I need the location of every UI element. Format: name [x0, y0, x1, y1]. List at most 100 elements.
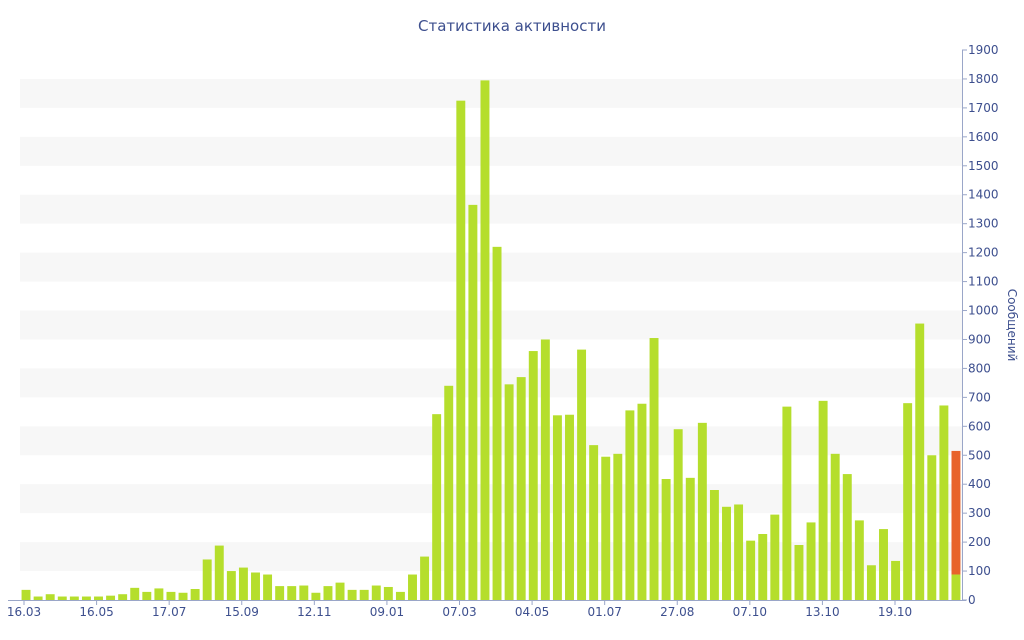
- bar: [251, 572, 260, 600]
- grid-band: [20, 368, 962, 398]
- y-tick-label: 1700: [968, 101, 999, 115]
- bar: [903, 403, 913, 600]
- bar: [166, 591, 176, 600]
- bar: [782, 406, 792, 600]
- grid-band: [20, 542, 962, 572]
- x-tick-label: 04.05: [515, 605, 549, 619]
- bar: [263, 574, 273, 600]
- bar: [879, 529, 888, 600]
- bar: [649, 338, 659, 600]
- bar: [939, 405, 949, 600]
- y-tick-label: 1800: [968, 72, 999, 86]
- bar: [480, 80, 490, 601]
- bar: [601, 456, 611, 600]
- bar: [359, 589, 369, 600]
- bar: [118, 594, 128, 600]
- bar: [335, 582, 345, 600]
- bar: [794, 545, 804, 600]
- bar: [661, 479, 671, 600]
- bar: [468, 204, 478, 601]
- bar: [214, 545, 224, 600]
- bar-highlight: [951, 450, 961, 575]
- grid-band: [20, 194, 962, 224]
- y-axis: 0 100 200 300 400 500 600 700 800 900 1000 1100 1200…: [962, 43, 999, 607]
- bar: [891, 560, 901, 600]
- bar: [951, 574, 961, 600]
- bar: [673, 429, 683, 600]
- bar: [69, 596, 79, 600]
- bar: [758, 534, 768, 600]
- x-tick-label: 13.10: [805, 605, 839, 619]
- bar: [311, 592, 321, 600]
- bar: [347, 589, 357, 600]
- x-tick-label: 12.11: [297, 605, 331, 619]
- bar: [854, 520, 864, 600]
- bar: [927, 455, 937, 600]
- bar: [613, 453, 623, 600]
- grid-band: [20, 136, 962, 166]
- grid-band: [20, 426, 962, 456]
- bar: [57, 596, 67, 600]
- y-tick-label: 200: [968, 535, 991, 549]
- chart-title: Статистика активности: [418, 17, 606, 35]
- bar: [395, 591, 405, 600]
- bar: [625, 410, 635, 600]
- bar: [915, 323, 925, 600]
- bar: [408, 574, 417, 600]
- y-tick-label: 400: [968, 477, 991, 491]
- bar: [178, 592, 188, 600]
- y-tick-label: 1900: [968, 43, 999, 57]
- bar: [420, 556, 430, 600]
- bar: [565, 414, 574, 600]
- x-tick-label: 01.07: [587, 605, 621, 619]
- bar: [432, 414, 442, 600]
- y-tick-label: 0: [968, 593, 976, 607]
- bar: [21, 589, 31, 600]
- y-tick-label: 1000: [968, 304, 999, 318]
- bar: [746, 540, 756, 600]
- bar: [45, 594, 55, 600]
- bar: [456, 100, 466, 600]
- bars: [21, 80, 961, 601]
- y-tick-label: 1600: [968, 130, 999, 144]
- bar: [444, 385, 454, 600]
- bar: [238, 567, 248, 600]
- bar: [866, 565, 876, 600]
- y-axis-label: Сообщений: [1005, 289, 1019, 362]
- x-tick-label: 27.08: [660, 605, 694, 619]
- bar: [516, 377, 526, 600]
- bar: [130, 587, 140, 600]
- y-tick-label: 1500: [968, 159, 999, 173]
- bar: [734, 504, 744, 600]
- y-tick-label: 800: [968, 361, 991, 375]
- bar: [540, 339, 550, 600]
- x-tick-label: 07.10: [733, 605, 767, 619]
- bar: [154, 588, 164, 600]
- bar: [142, 591, 152, 600]
- bar: [842, 474, 852, 600]
- bar: [383, 586, 393, 600]
- bar: [323, 586, 333, 600]
- bar: [552, 415, 562, 600]
- bar: [202, 559, 212, 600]
- bar: [770, 514, 780, 600]
- bar: [637, 403, 647, 600]
- grid-band: [20, 310, 962, 340]
- y-tick-label: 1100: [968, 275, 999, 289]
- x-tick-label: 15.09: [225, 605, 259, 619]
- bar: [830, 453, 840, 600]
- bar: [818, 400, 828, 600]
- y-tick-label: 1300: [968, 217, 999, 231]
- bar: [577, 349, 587, 600]
- bar: [33, 596, 43, 600]
- bar: [287, 586, 297, 600]
- bar: [722, 506, 731, 600]
- x-tick-label: 16.05: [79, 605, 113, 619]
- grid-band: [20, 484, 962, 514]
- bar: [528, 351, 538, 600]
- bar: [806, 522, 816, 600]
- grid-band: [20, 78, 962, 108]
- bar: [81, 596, 91, 600]
- x-tick-label: 16.03: [7, 605, 41, 619]
